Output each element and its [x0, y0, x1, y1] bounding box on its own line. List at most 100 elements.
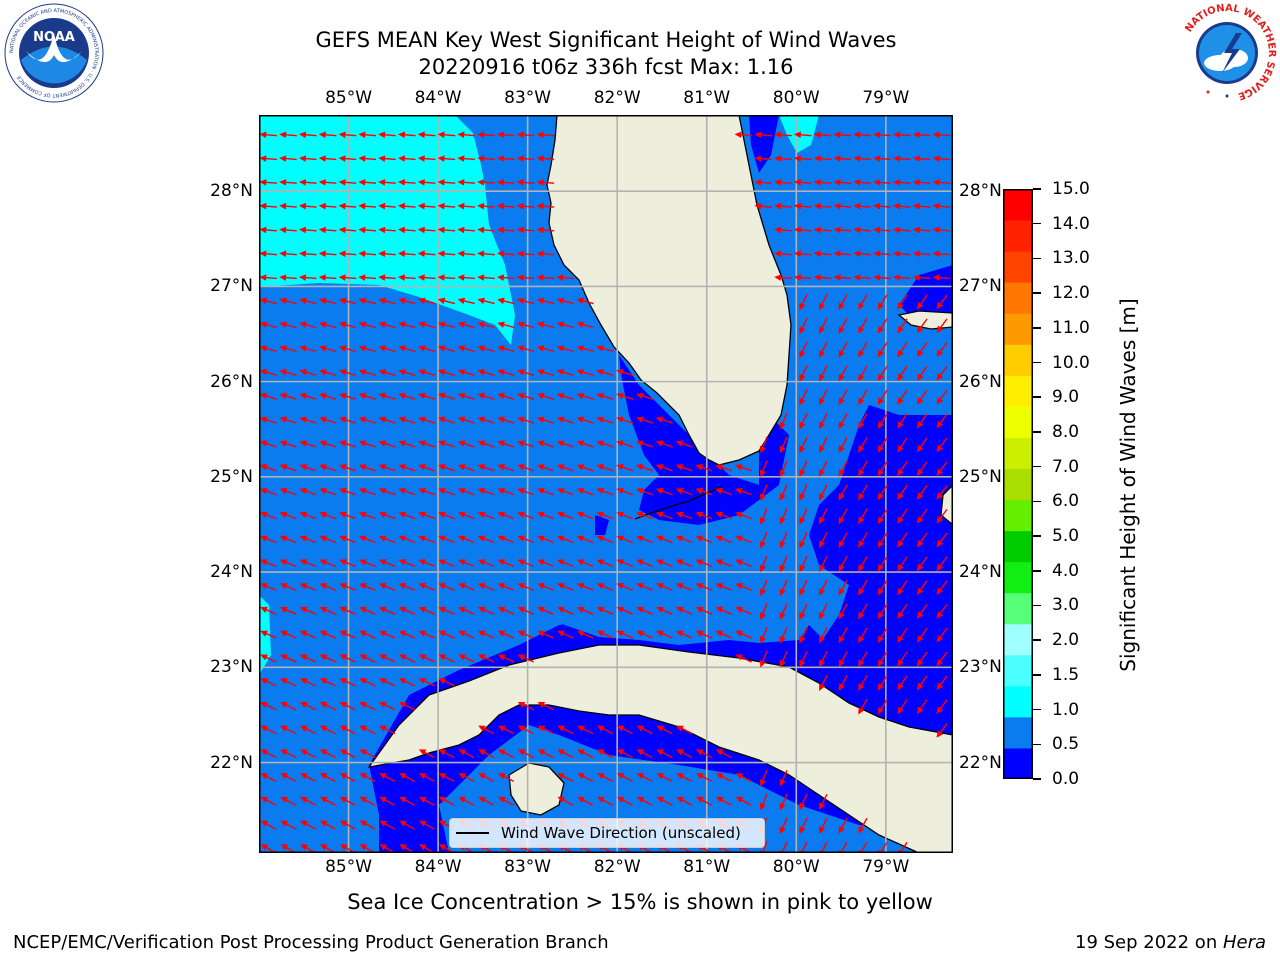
wave-arrow — [279, 464, 297, 472]
wave-arrow — [517, 297, 535, 305]
wave-arrow — [437, 179, 456, 186]
wave-arrow — [916, 580, 928, 596]
wave-arrow — [799, 603, 808, 620]
wave-arrow — [838, 508, 848, 525]
wave-arrow — [893, 179, 911, 186]
wave-arrow — [457, 369, 475, 376]
wave-arrow — [799, 579, 808, 596]
wave-arrow — [838, 603, 848, 620]
wave-arrow — [260, 654, 277, 663]
wave-arrow — [838, 294, 848, 311]
wave-arrow — [556, 345, 574, 353]
wave-arrow — [799, 627, 808, 644]
colorbar-tick-mark — [1033, 674, 1041, 676]
wave-arrow — [418, 630, 435, 639]
lon-tick-label-top: 83°W — [504, 88, 552, 108]
wave-arrow — [497, 559, 515, 568]
wave-arrow — [853, 250, 872, 258]
wave-arrow — [858, 389, 868, 406]
wave-arrow — [655, 487, 673, 496]
wave-arrow — [299, 535, 317, 544]
wave-arrow — [339, 487, 356, 496]
wave-arrow — [259, 416, 277, 424]
wave-arrow — [319, 345, 337, 353]
colorbar-segment — [1003, 716, 1033, 749]
map-legend: Wind Wave Direction (unscaled) — [449, 818, 765, 848]
wave-arrow — [417, 179, 436, 186]
wave-arrow — [897, 342, 908, 358]
wave-arrow — [656, 511, 673, 520]
wave-arrow — [457, 416, 475, 424]
wave-arrow — [873, 179, 891, 186]
wave-arrow — [655, 464, 673, 472]
wave-arrow — [916, 294, 928, 310]
wave-arrow — [936, 294, 948, 310]
wave-arrow — [656, 749, 673, 759]
colorbar-segment — [1003, 468, 1033, 501]
wave-arrow — [299, 606, 317, 615]
wave-arrow — [735, 464, 752, 472]
wave-arrow — [299, 369, 317, 376]
wave-arrow — [819, 555, 828, 572]
wave-arrow — [715, 773, 732, 782]
wave-arrow — [536, 131, 555, 139]
wave-arrow — [359, 725, 376, 735]
wave-arrow — [754, 131, 773, 139]
wave-arrow — [497, 297, 515, 305]
wave-arrow — [774, 250, 792, 258]
wave-arrow — [279, 535, 297, 544]
wave-arrow — [498, 796, 514, 806]
wave-arrow — [799, 460, 808, 477]
wave-arrow — [339, 630, 356, 639]
wave-arrow — [398, 535, 416, 544]
wave-arrow — [398, 701, 416, 711]
wave-arrow — [695, 487, 713, 496]
wave-arrow — [280, 725, 297, 735]
wave-arrow — [932, 226, 951, 234]
colorbar-segment — [1003, 344, 1033, 376]
lon-tick-label-top: 85°W — [325, 88, 373, 108]
wave-arrow — [260, 796, 277, 806]
wave-arrow — [858, 413, 868, 429]
wave-arrow — [536, 345, 555, 353]
wave-arrow — [838, 532, 848, 549]
wave-arrow — [517, 416, 535, 424]
wave-arrow — [819, 532, 828, 549]
wave-arrow — [516, 250, 535, 258]
wave-arrow — [759, 531, 768, 549]
wave-arrow — [478, 749, 495, 759]
wave-arrow — [616, 559, 634, 568]
wave-arrow — [299, 654, 317, 663]
wave-arrow — [893, 202, 911, 210]
wave-arrow — [877, 437, 888, 453]
wave-arrow — [458, 535, 475, 544]
wave-arrow — [477, 440, 495, 448]
wave-arrow — [477, 131, 495, 139]
wave-arrow — [734, 131, 753, 139]
wave-arrow — [338, 369, 357, 376]
wave-arrow — [398, 606, 416, 615]
wave-arrow — [398, 654, 416, 663]
wave-arrow — [319, 654, 336, 663]
wave-arrow — [259, 131, 278, 139]
wave-arrow — [319, 583, 337, 591]
wave-arrow — [517, 392, 535, 400]
wave-arrow — [497, 535, 515, 544]
wave-arrow — [279, 606, 297, 615]
wave-arrow — [754, 179, 773, 186]
wave-arrow — [300, 796, 316, 806]
colorbar-segment — [1003, 220, 1033, 252]
wave-arrow — [438, 440, 456, 448]
wave-arrow — [477, 179, 495, 186]
wave-arrow — [378, 464, 396, 472]
wave-arrow — [279, 297, 297, 305]
wave-arrow — [877, 294, 888, 310]
wave-arrow — [378, 250, 396, 258]
wave-arrow — [418, 773, 435, 782]
colorbar-tick-mark — [1033, 396, 1041, 398]
wave-arrow — [260, 820, 277, 830]
wave-arrow — [477, 487, 495, 496]
wave-arrow — [557, 606, 574, 615]
wave-arrow — [799, 413, 808, 430]
lon-tick-label-top: 82°W — [593, 88, 641, 108]
